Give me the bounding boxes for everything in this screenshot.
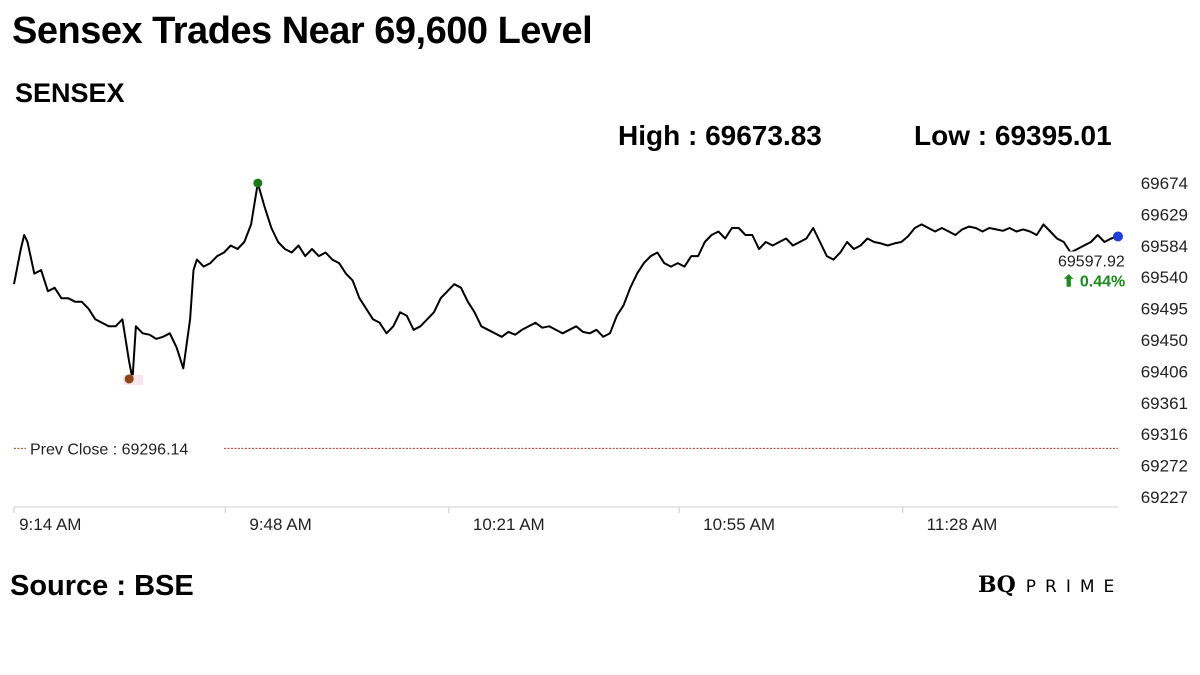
source-label: Source : BSE	[10, 570, 194, 602]
y-tick-label: 69540	[1141, 268, 1188, 287]
index-name: SENSEX	[15, 78, 125, 108]
y-tick-label: 69227	[1141, 488, 1188, 507]
y-tick-label: 69674	[1141, 174, 1188, 193]
chart-title: Sensex Trades Near 69,600 Level	[12, 10, 593, 52]
last-price-marker	[1113, 231, 1123, 242]
day-high-label: High : 69673.83	[618, 120, 822, 151]
y-tick-label: 69584	[1141, 237, 1188, 256]
change-percent-label: ⬆ 0.44%	[1062, 273, 1125, 290]
y-tick-label: 69361	[1141, 394, 1188, 413]
logo-prime: PRIME	[1025, 577, 1124, 597]
bq-prime-logo: BQ PRIME	[978, 572, 1123, 598]
y-tick-label: 69316	[1141, 425, 1188, 444]
y-tick-label: 69272	[1141, 457, 1188, 476]
x-tick-label: 10:21 AM	[473, 515, 545, 534]
price-series-line	[13, 182, 1119, 380]
last-price-label: 69597.92	[1058, 253, 1125, 270]
x-tick-label: 11:28 AM	[927, 515, 998, 534]
x-tick-label: 9:14 AM	[19, 515, 81, 534]
y-tick-label: 69450	[1141, 331, 1188, 350]
x-tick-label: 9:48 AM	[249, 515, 311, 534]
last-price-label-bg	[1054, 251, 1138, 292]
x-axis: 9:14 AM 9:48 AM 10:21 AM 10:55 AM 11:28 AM	[13, 506, 1118, 534]
prev-close-label: Prev Close : 69296.14	[30, 441, 188, 458]
y-tick-label: 69406	[1141, 362, 1188, 381]
logo-bq: BQ	[978, 572, 1016, 598]
high-marker	[253, 178, 263, 188]
low-marker	[124, 374, 134, 384]
prev-close-group: Prev Close : 69296.14	[14, 438, 1118, 459]
y-tick-label: 69629	[1141, 205, 1188, 224]
prev-close-label-bg	[26, 438, 224, 459]
day-low-label: Low : 69395.01	[914, 120, 1112, 151]
y-axis-ticks: 69674 69629 69584 69540 69495 69450 69406 69361…	[1141, 174, 1188, 507]
y-tick-label: 69495	[1141, 300, 1188, 319]
x-tick-label: 10:55 AM	[703, 515, 775, 534]
